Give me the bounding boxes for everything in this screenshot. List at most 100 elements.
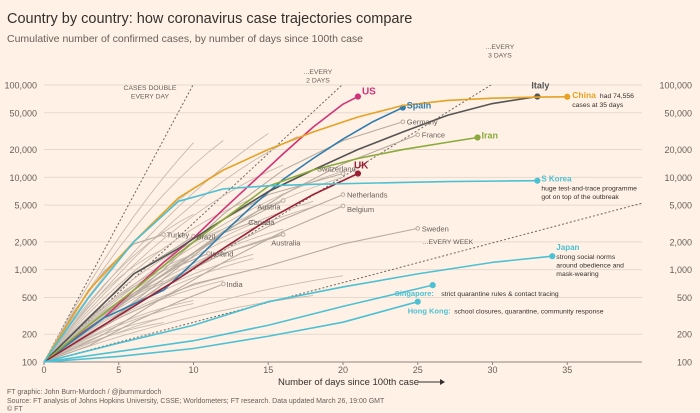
series-label: India	[226, 280, 243, 289]
y-tick-label-left: 200	[22, 330, 37, 340]
y-tick-label-right: 1,000	[669, 265, 692, 275]
reference-line-label: ...EVERY	[486, 44, 515, 51]
series-line	[43, 284, 433, 363]
x-tick-label: 15	[263, 365, 273, 375]
series-line	[43, 95, 538, 363]
background-country-line	[43, 276, 224, 363]
series-label: Iran	[482, 131, 499, 141]
series-label: Spain	[407, 101, 432, 111]
y-tick-label-left: 10,000	[9, 173, 37, 183]
series-label: Belgium	[347, 205, 374, 214]
background-country-line	[43, 142, 194, 363]
series-endpoint	[415, 132, 421, 137]
series-labels-layer: Germany France Switzerland Netherlands Belgi…	[167, 81, 638, 316]
reference-line-label: CASES DOUBLE	[124, 85, 177, 92]
series-endpoint	[340, 192, 346, 197]
footer-credit: FT graphic: John Burn-Murdoch / @jburnmu…	[7, 389, 162, 396]
series-label: Australia	[271, 239, 301, 248]
series-line	[43, 227, 418, 363]
y-tick-label-right: 100	[677, 358, 692, 368]
reference-line-label: ...EVERY	[304, 69, 333, 76]
y-tick-label-right: 20,000	[664, 145, 692, 155]
series-line	[43, 283, 224, 363]
series-endpoint	[340, 171, 346, 176]
y-tick-label-left: 2,000	[14, 237, 37, 247]
y-tick-label-right: 50,000	[664, 108, 692, 118]
reference-line-label: ...EVERY WEEK	[423, 239, 474, 246]
footer-copyright: © FT	[7, 405, 23, 413]
series-label: China	[572, 90, 596, 100]
series-endpoint	[340, 203, 346, 209]
x-axis-title-group: Number of days since 100th case	[278, 377, 445, 388]
y-tick-label-left: 20,000	[9, 145, 37, 155]
y-tick-label-right: 5,000	[669, 201, 692, 211]
x-axis-title-arrowhead	[440, 379, 445, 385]
series-endpoint	[474, 134, 481, 141]
background-country-line	[43, 275, 344, 363]
series-label: Netherlands	[347, 191, 388, 200]
reference-line-doubling	[43, 202, 643, 363]
series-note: mask-wearing	[556, 271, 599, 278]
background-country-line	[43, 133, 269, 363]
series-label: Germany	[407, 118, 438, 127]
background-country-line	[43, 164, 284, 363]
series-note: got on top of the outbreak	[541, 194, 619, 201]
background-country-line	[43, 135, 299, 363]
y-tick-label-right: 100,000	[659, 81, 692, 91]
y-tick-label-left: 1,000	[14, 265, 37, 275]
y-tick-label-left: 50,000	[9, 108, 37, 118]
series-endpoint	[221, 281, 226, 287]
series-note: around obedience and	[556, 263, 624, 270]
series-endpoint	[280, 232, 286, 237]
series-endpoint	[280, 198, 286, 203]
reference-line-doubling	[43, 84, 343, 363]
series-line	[43, 300, 418, 363]
series-note: cases at 35 days	[572, 102, 624, 109]
series-endpoint	[354, 170, 362, 177]
background-country-line	[43, 248, 164, 363]
y-tick-label-right: 200	[677, 330, 692, 340]
series-note: school closures, quarantine, community r…	[454, 309, 603, 316]
y-tick-label-left: 100	[22, 358, 37, 368]
y-tick-label-right: 2,000	[669, 237, 692, 247]
series-label: Singapore:	[395, 289, 434, 298]
y-tick-label-left: 5,000	[14, 201, 37, 211]
series-line	[43, 255, 553, 363]
series-endpoint	[206, 251, 211, 256]
chart-title: Country by country: how coronavirus case…	[7, 11, 412, 27]
series-endpoint	[161, 232, 166, 237]
series-label: Italy	[531, 81, 549, 91]
background-country-line	[43, 200, 314, 363]
series-label: S Korea	[541, 175, 572, 184]
x-tick-label: 35	[562, 365, 572, 375]
x-tick-label: 5	[116, 365, 121, 375]
series-label: Austria	[257, 203, 281, 212]
series-endpoint	[564, 93, 571, 100]
x-tick-label: 25	[413, 365, 423, 375]
series-endpoint	[415, 226, 421, 231]
x-tick-label: 0	[41, 365, 46, 375]
footer-source: Source: FT analysis of Johns Hopkins Uni…	[7, 398, 385, 405]
series-note: had 74,556	[600, 93, 634, 100]
series-note: strict quarantine rules & contact tracin…	[441, 291, 559, 298]
series-label: US	[362, 87, 376, 98]
x-tick-label: 30	[487, 365, 497, 375]
y-tick-label-right: 10,000	[664, 173, 692, 183]
y-tick-label-left: 500	[22, 293, 37, 303]
series-line	[43, 205, 344, 363]
reference-line-label: 3 DAYS	[488, 53, 512, 60]
series-line	[43, 234, 164, 363]
series-endpoint	[429, 282, 436, 289]
series-label: France	[422, 131, 445, 140]
reference-line-label: EVERY DAY	[131, 94, 170, 101]
series-label: Brazil	[197, 232, 216, 241]
series-line	[43, 179, 538, 363]
series-line	[43, 136, 478, 363]
y-tick-label-right: 500	[677, 293, 692, 303]
series-label: Turkey	[167, 231, 190, 240]
series-label: Ireland	[210, 249, 233, 258]
x-tick-label: 20	[338, 365, 348, 375]
series-label: Sweden	[422, 224, 449, 233]
